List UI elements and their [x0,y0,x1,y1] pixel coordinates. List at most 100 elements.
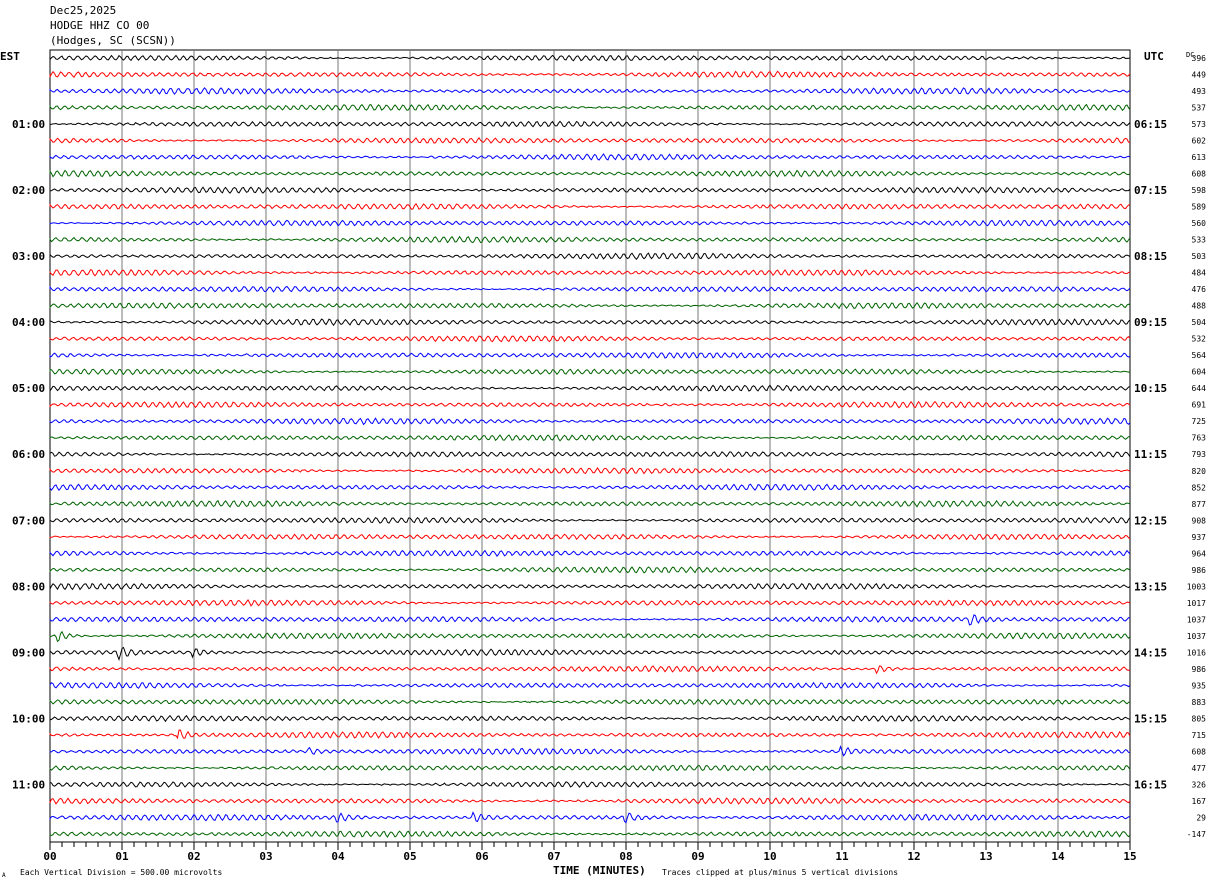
est-hour-label: 02:00 [12,184,45,197]
est-hour-label: 01:00 [12,118,45,131]
seismic-trace [49,797,1131,805]
seismic-trace [49,70,1131,79]
est-hour-label: 11:00 [12,778,45,791]
seismic-trace [49,351,1131,359]
dc-value: 608 [1192,170,1207,179]
dc-value: 608 [1192,747,1207,756]
seismic-trace [49,599,1131,607]
dc-value: 484 [1192,269,1207,278]
seismic-trace [49,549,1131,557]
dc-value: 503 [1192,252,1207,261]
utc-hour-label: 07:15 [1134,184,1167,197]
seismic-trace [49,318,1131,327]
dc-value: 877 [1192,500,1207,509]
clip-note: Traces clipped at plus/minus 5 vertical … [662,868,899,877]
dc-value: 1037 [1187,615,1206,624]
dc-value: 1016 [1187,648,1206,657]
dc-title: DC [1186,51,1194,59]
seismic-trace [49,186,1131,194]
utc-hour-label: 06:15 [1134,118,1167,131]
seismic-trace [49,235,1131,244]
dc-value: 805 [1192,714,1207,723]
dc-value: 964 [1192,549,1207,558]
seismic-trace [49,830,1131,838]
dc-value: 937 [1192,533,1207,542]
dc-value: 598 [1192,186,1207,195]
x-tick-label: 14 [1051,850,1065,863]
dc-value: 763 [1192,434,1207,443]
right-axis-title: UTC [1144,50,1164,63]
est-hour-label: 06:00 [12,448,45,461]
seismic-trace [49,614,1131,626]
seismic-trace [49,153,1131,161]
utc-hour-label: 12:15 [1134,514,1167,527]
seismic-trace [49,285,1131,293]
x-tick-label: 02 [187,850,200,863]
seismic-trace [49,120,1131,128]
location-label: (Hodges, SC (SCSN)) [50,34,176,47]
dc-value: 493 [1192,87,1207,96]
dc-value: 533 [1192,236,1207,245]
est-hour-label: 03:00 [12,250,45,263]
est-hour-label: 04:00 [12,316,45,329]
seismic-trace [49,368,1131,376]
x-tick-label: 04 [331,850,345,863]
seismic-trace [49,252,1131,260]
x-tick-label: 10 [763,850,776,863]
left-axis-title: EST [0,50,20,63]
utc-hour-label: 08:15 [1134,250,1167,263]
seismic-trace [49,169,1131,178]
dc-value: 560 [1192,219,1207,228]
plot-frame [49,49,1131,843]
x-tick-label: 15 [1123,850,1136,863]
est-hour-label: 07:00 [12,514,45,527]
seismic-trace [49,566,1131,574]
est-hour-label: 10:00 [12,712,45,725]
seismic-trace [49,516,1131,524]
x-tick-label: 09 [691,850,704,863]
seismic-trace [49,434,1130,442]
dc-value: 396 [1192,54,1207,63]
dc-value: 725 [1192,417,1207,426]
dc-value: -147 [1187,830,1206,839]
dc-value: 613 [1192,153,1207,162]
dc-value: 449 [1192,71,1207,80]
utc-hour-label: 11:15 [1134,448,1167,461]
est-hour-label: 05:00 [12,382,45,395]
dc-value: 1003 [1187,582,1206,591]
dc-value: 537 [1192,104,1207,113]
dc-value: 986 [1192,566,1207,575]
seismic-trace [49,714,1131,723]
dc-value: 691 [1192,401,1207,410]
dc-value: 602 [1192,137,1207,146]
dc-value: 476 [1192,285,1207,294]
x-tick-label: 03 [259,850,272,863]
seismic-trace [49,54,1131,62]
dc-value: 644 [1192,384,1207,393]
seismic-trace [49,681,1131,689]
seismic-trace [49,268,1131,277]
dc-value: 326 [1192,780,1207,789]
est-hour-label: 09:00 [12,646,45,659]
seismic-trace [49,483,1131,492]
seismic-trace [49,729,1131,740]
scale-note: Each Vertical Division = 500.00 microvol… [20,868,223,877]
utc-hour-label: 10:15 [1134,382,1167,395]
dc-value: 589 [1192,203,1207,212]
x-tick-label: 05 [403,850,416,863]
seismic-trace [49,384,1131,393]
x-tick-label: 12 [907,850,920,863]
dc-value: 883 [1192,698,1207,707]
est-hour-label: 08:00 [12,580,45,593]
dc-value: 532 [1192,335,1207,344]
x-axis-title: TIME (MINUTES) [553,864,646,877]
x-tick-label: 13 [979,850,992,863]
dc-value: 167 [1192,797,1207,806]
seismic-trace [49,219,1131,227]
dc-value: 604 [1192,368,1207,377]
x-tick-label: 00 [43,850,56,863]
station-label: HODGE HHZ CO 00 [50,19,150,32]
dc-value: 715 [1192,731,1207,740]
seismic-trace [49,811,1131,824]
